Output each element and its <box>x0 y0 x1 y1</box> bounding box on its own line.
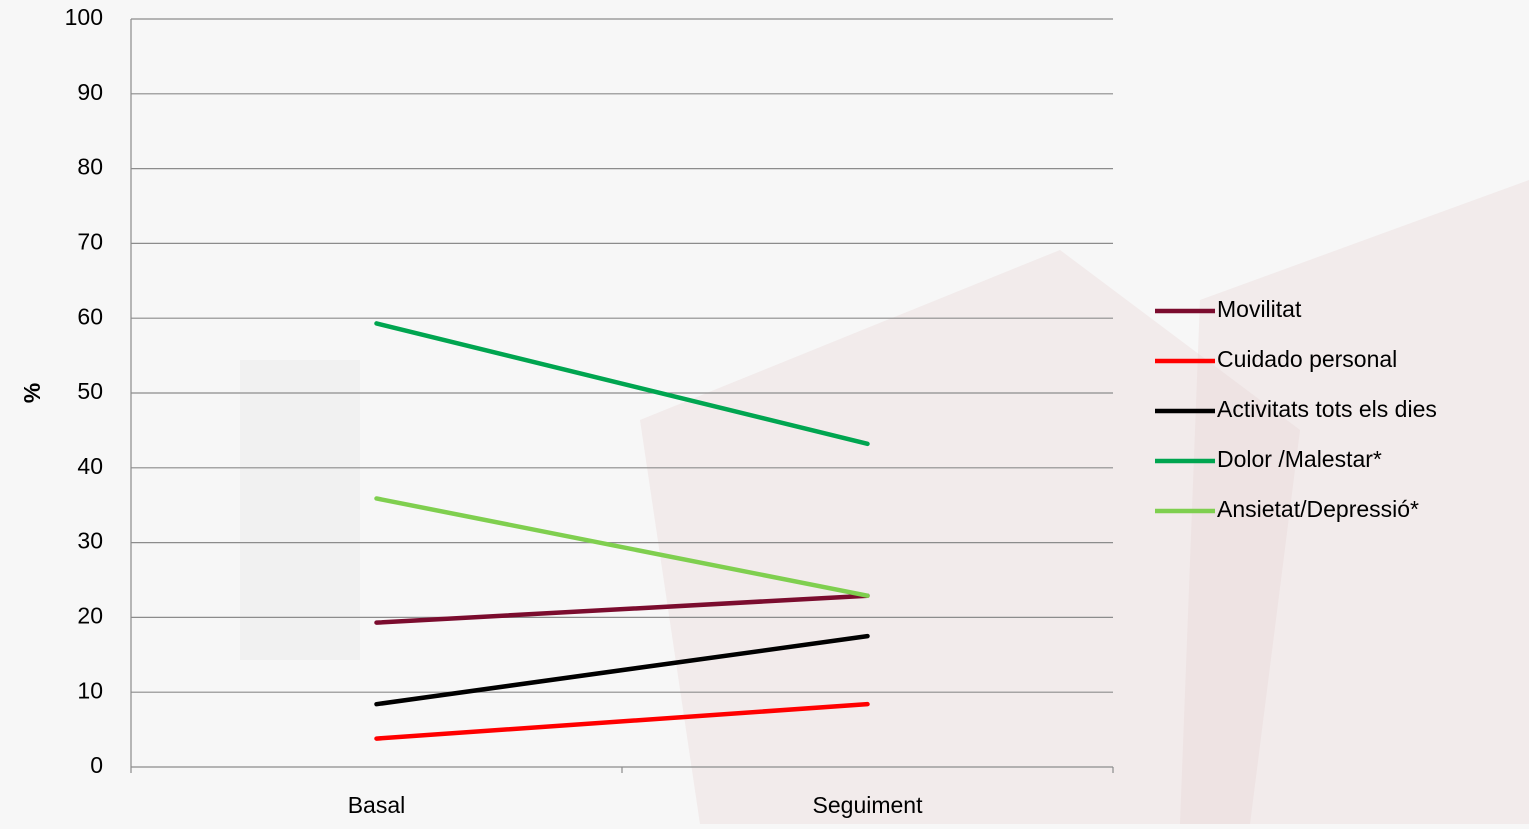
gridlines <box>130 18 1114 773</box>
legend-label: Activitats tots els dies <box>1217 396 1437 422</box>
y-axis-title: % <box>19 383 45 403</box>
legend: Movilitat Cuidado personal Activitats tots… <box>1155 296 1437 522</box>
watermark-shape <box>240 360 360 660</box>
y-tick-label: 20 <box>77 602 103 628</box>
series-line <box>374 633 870 707</box>
watermark-shape <box>1180 180 1529 824</box>
y-tick-label: 30 <box>77 528 103 554</box>
legend-label: Movilitat <box>1217 296 1302 322</box>
series-line <box>374 593 870 625</box>
series-line <box>374 701 870 741</box>
legend-label: Dolor /Malestar* <box>1217 446 1382 472</box>
y-tick-label: 70 <box>77 228 103 254</box>
series-line <box>374 496 870 598</box>
y-tick-label: 50 <box>77 378 103 404</box>
y-tick-label: 80 <box>77 154 103 180</box>
x-tick-label: Seguiment <box>813 792 924 818</box>
legend-label: Ansietat/Depressió* <box>1217 496 1419 522</box>
y-tick-label: 40 <box>77 453 103 479</box>
x-axis-ticks: Basal Seguiment <box>348 792 923 818</box>
legend-label: Cuidado personal <box>1217 346 1397 372</box>
series-line <box>374 321 870 447</box>
y-tick-label: 0 <box>90 752 103 778</box>
y-tick-label: 60 <box>77 303 103 329</box>
series-lines <box>374 321 870 741</box>
y-axis-ticks: 0 10 20 30 40 50 60 70 80 90 100 <box>65 4 103 778</box>
y-tick-label: 10 <box>77 677 103 703</box>
y-tick-label: 90 <box>77 79 103 105</box>
x-tick-label: Basal <box>348 792 406 818</box>
y-tick-label: 100 <box>65 4 103 30</box>
